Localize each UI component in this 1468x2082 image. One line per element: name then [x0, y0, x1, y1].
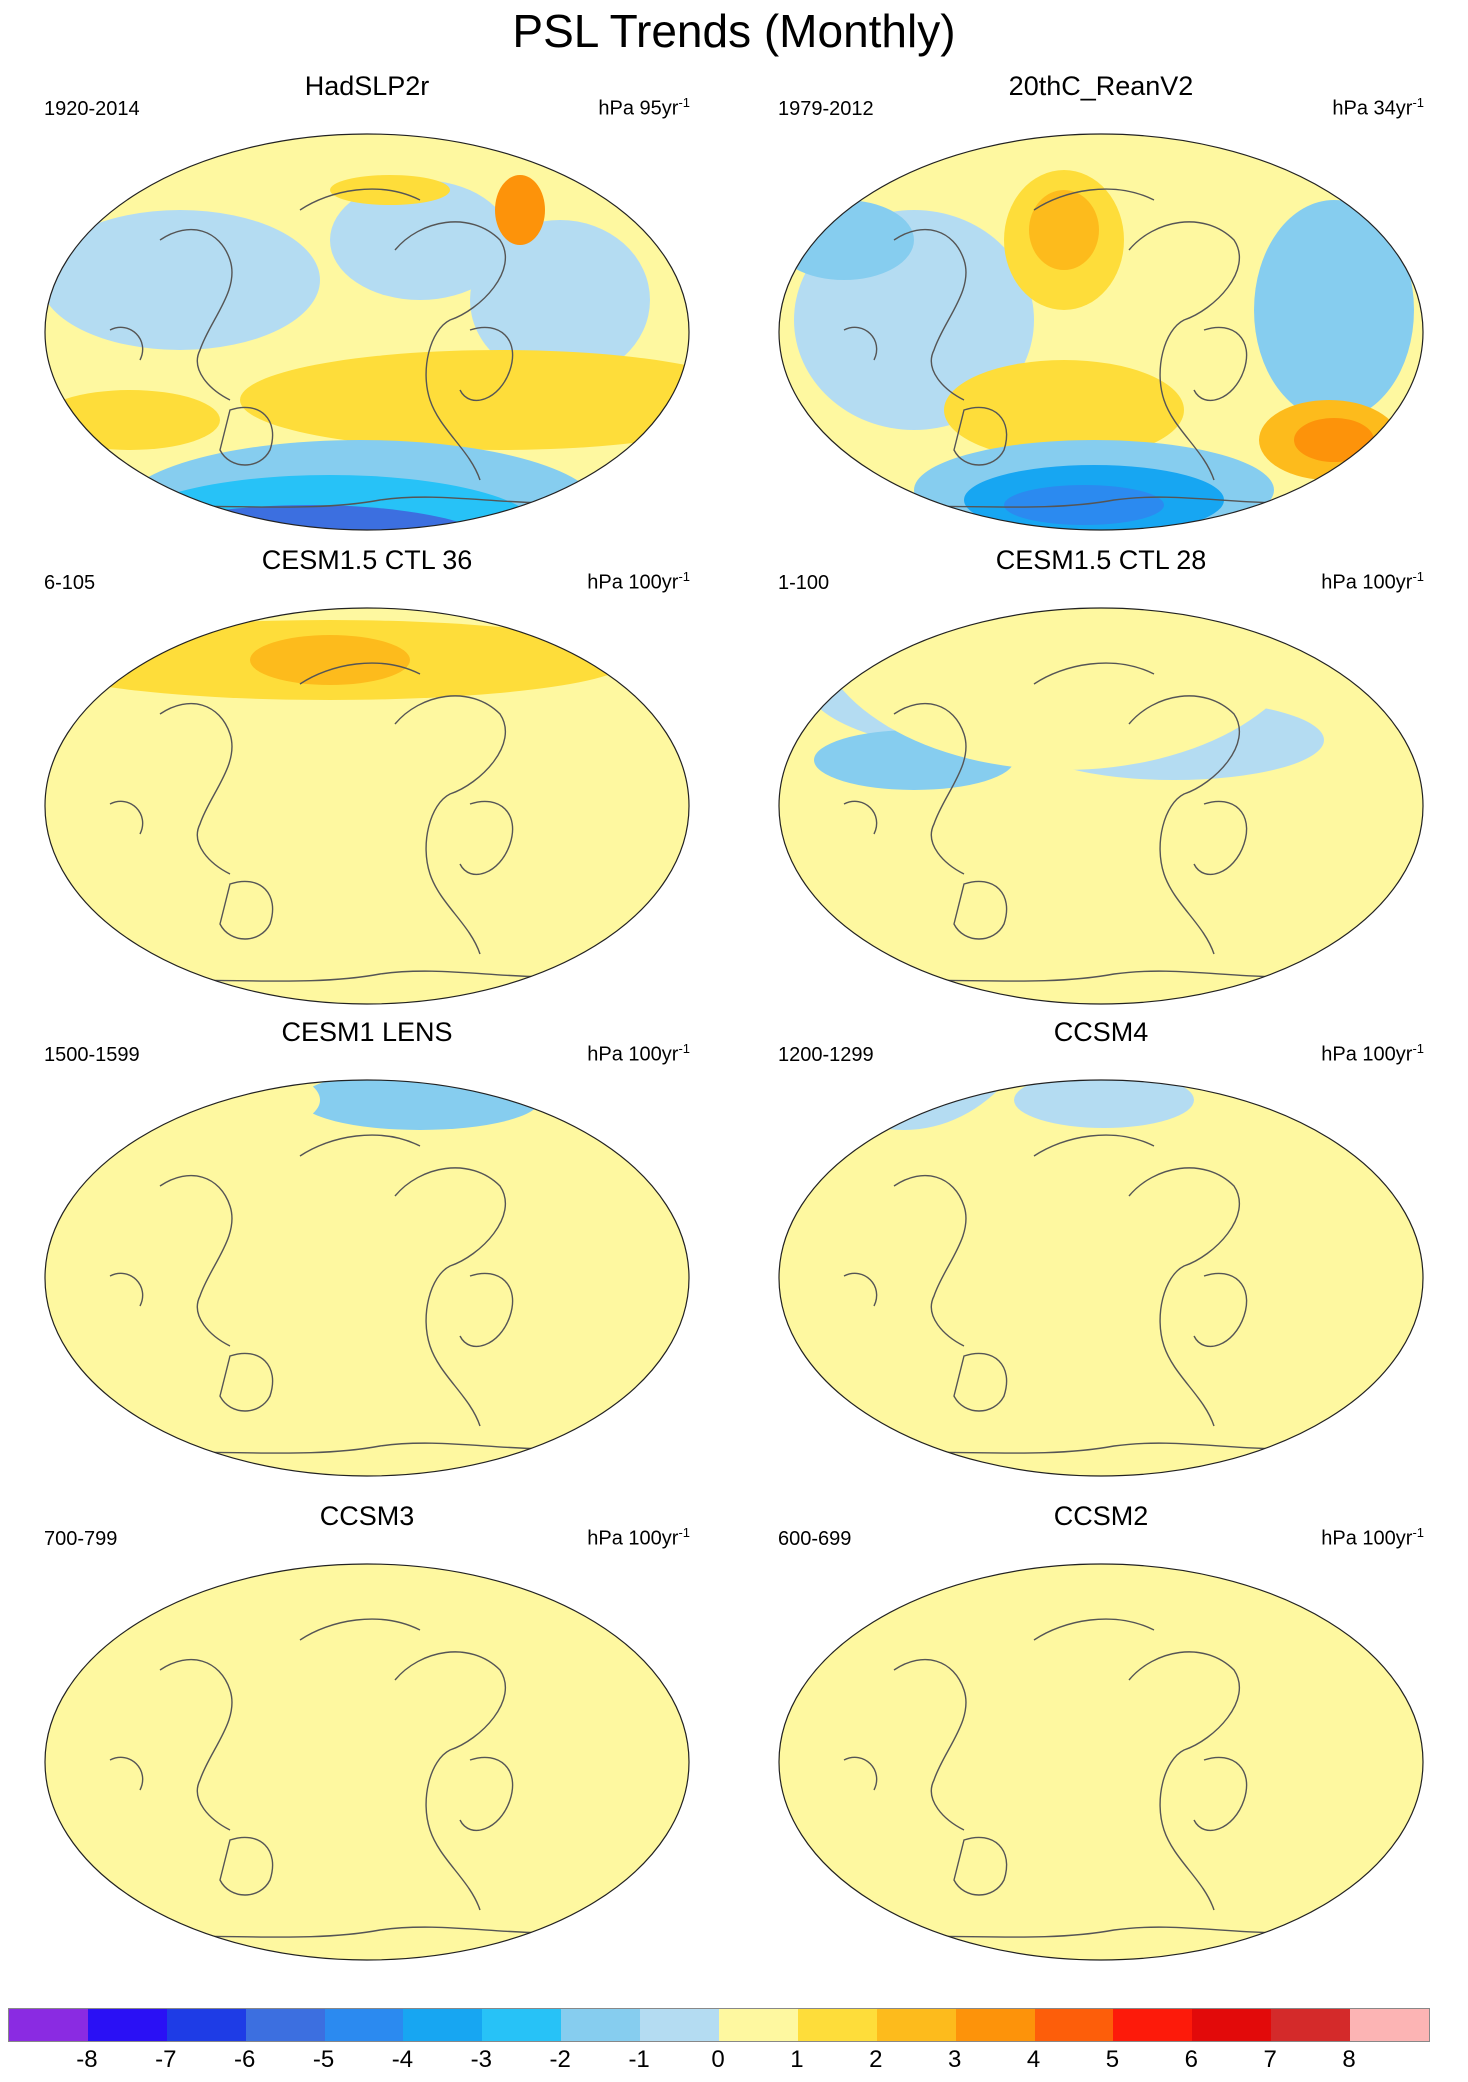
colorbar-swatch: [87, 2009, 167, 2041]
map-panel-cesm15-ctl36: CESM1.5 CTL 36 6-105 hPa 100yr-1: [0, 544, 734, 1018]
trend-field: [45, 608, 689, 1004]
colorbar-swatch: [245, 2009, 325, 2041]
trend-field: [45, 134, 689, 530]
colorbar: [8, 2008, 1430, 2042]
colorbar-swatch: [1271, 2009, 1351, 2041]
trend-field: [779, 134, 1423, 530]
map-cesm15-ctl28: [778, 607, 1424, 1005]
panel-title: CCSM3: [319, 1501, 415, 1531]
colorbar-swatch: [166, 2009, 246, 2041]
panel-units: hPa 100yr-1: [1321, 569, 1424, 594]
colorbar-tick-label: 5: [1105, 2046, 1120, 2073]
colorbar-tick-label: -6: [233, 2046, 256, 2073]
colorbar-tick-label: 3: [947, 2046, 962, 2073]
colorbar-swatch: [797, 2009, 877, 2041]
colorbar-swatch: [1034, 2009, 1114, 2041]
panel-years: 700-799: [44, 1528, 118, 1550]
map-ccsm4: [778, 1079, 1424, 1477]
map-ccsm3: [44, 1563, 690, 1961]
panel-units: hPa 34yr-1: [1332, 95, 1424, 120]
colorbar-tick-label: 1: [790, 2046, 804, 2073]
colorbar-tick-label: 8: [1342, 2046, 1356, 2073]
colorbar-swatch: [403, 2009, 483, 2041]
panel-years: 600-699: [778, 1528, 852, 1550]
panel-units: hPa 100yr-1: [1321, 1525, 1424, 1550]
colorbar-tick-label: -8: [76, 2046, 98, 2073]
colorbar-tick-label: 2: [869, 2046, 883, 2073]
panel-years: 6-105: [44, 572, 96, 594]
panel-units: hPa 100yr-1: [587, 569, 690, 594]
panel-years: 1979-2012: [778, 98, 874, 120]
trend-field: [45, 1080, 689, 1476]
colorbar-tick-label: -1: [628, 2046, 650, 2073]
colorbar-swatch: [719, 2009, 798, 2041]
panel-title: CCSM4: [1053, 1017, 1149, 1047]
map-ccsm2: [778, 1563, 1424, 1961]
map-cesm1-lens: [44, 1079, 690, 1477]
panel-title: CESM1 LENS: [281, 1017, 453, 1047]
trend-field: [45, 1564, 689, 1960]
colorbar-tick-label: 6: [1184, 2046, 1198, 2073]
colorbar-tick-label: 0: [711, 2046, 725, 2073]
panel-title: CESM1.5 CTL 28: [995, 545, 1207, 575]
colorbar-tick-label: 4: [1026, 2046, 1041, 2073]
panel-units: hPa 100yr-1: [1321, 1041, 1424, 1066]
colorbar-swatch: [561, 2009, 641, 2041]
map-panel-ccsm3: CCSM3 700-799 hPa 100yr-1: [0, 1500, 734, 1974]
panel-years: 1-100: [778, 572, 830, 594]
colorbar-tick-label: -2: [549, 2046, 571, 2073]
colorbar-swatch: [1192, 2009, 1272, 2041]
colorbar-swatch: [9, 2009, 88, 2041]
map-panel-20thc-reanv2: 20thC_ReanV2 1979-2012 hPa 34yr-1: [734, 70, 1468, 544]
colorbar-tick-label: -5: [312, 2046, 335, 2073]
map-hadslp2r: [44, 133, 690, 531]
colorbar-swatch: [640, 2009, 720, 2041]
trend-field: [779, 1564, 1423, 1960]
map-20thc-reanv2: [778, 133, 1424, 531]
panel-title: 20thC_ReanV2: [1008, 71, 1194, 101]
map-panel-hadslp2r: HadSLP2r 1920-2014 hPa 95yr-1: [0, 70, 734, 544]
map-panel-ccsm2: CCSM2 600-699 hPa 100yr-1: [734, 1500, 1468, 1974]
panel-units: hPa 100yr-1: [587, 1525, 690, 1550]
panel-title: CCSM2: [1053, 1501, 1149, 1531]
map-cesm15-ctl36: [44, 607, 690, 1005]
colorbar-swatch: [876, 2009, 956, 2041]
trend-field: [779, 608, 1423, 1004]
trend-field: [779, 1080, 1423, 1476]
colorbar-tick-label: -7: [155, 2046, 177, 2073]
panel-units: hPa 100yr-1: [587, 1041, 690, 1066]
colorbar-tick-labels: -8 -7 -6 -5 -4 -3 -2 -1 0 1 2 3 4 5 6 7 8: [8, 2044, 1428, 2076]
colorbar-swatch: [482, 2009, 562, 2041]
colorbar-swatch: [1113, 2009, 1193, 2041]
panel-units: hPa 95yr-1: [598, 95, 690, 120]
panel-title: CESM1.5 CTL 36: [261, 545, 473, 575]
panel-years: 1920-2014: [44, 98, 140, 120]
map-panel-ccsm4: CCSM4 1200-1299 hPa 100yr-1: [734, 1016, 1468, 1490]
panel-years: 1500-1599: [44, 1044, 140, 1066]
map-panel-cesm1-lens: CESM1 LENS 1500-1599 hPa 100yr-1: [0, 1016, 734, 1490]
colorbar-tick-label: -4: [391, 2046, 414, 2073]
map-panel-cesm15-ctl28: CESM1.5 CTL 28 1-100 hPa 100yr-1: [734, 544, 1468, 1018]
figure-title: PSL Trends (Monthly): [512, 5, 956, 57]
panel-title: HadSLP2r: [304, 71, 430, 101]
colorbar-tick-label: -3: [470, 2046, 492, 2073]
colorbar-swatch: [955, 2009, 1035, 2041]
panel-years: 1200-1299: [778, 1044, 874, 1066]
colorbar-swatch: [324, 2009, 404, 2041]
colorbar-swatch: [1350, 2009, 1430, 2041]
colorbar-tick-label: 7: [1263, 2046, 1277, 2073]
